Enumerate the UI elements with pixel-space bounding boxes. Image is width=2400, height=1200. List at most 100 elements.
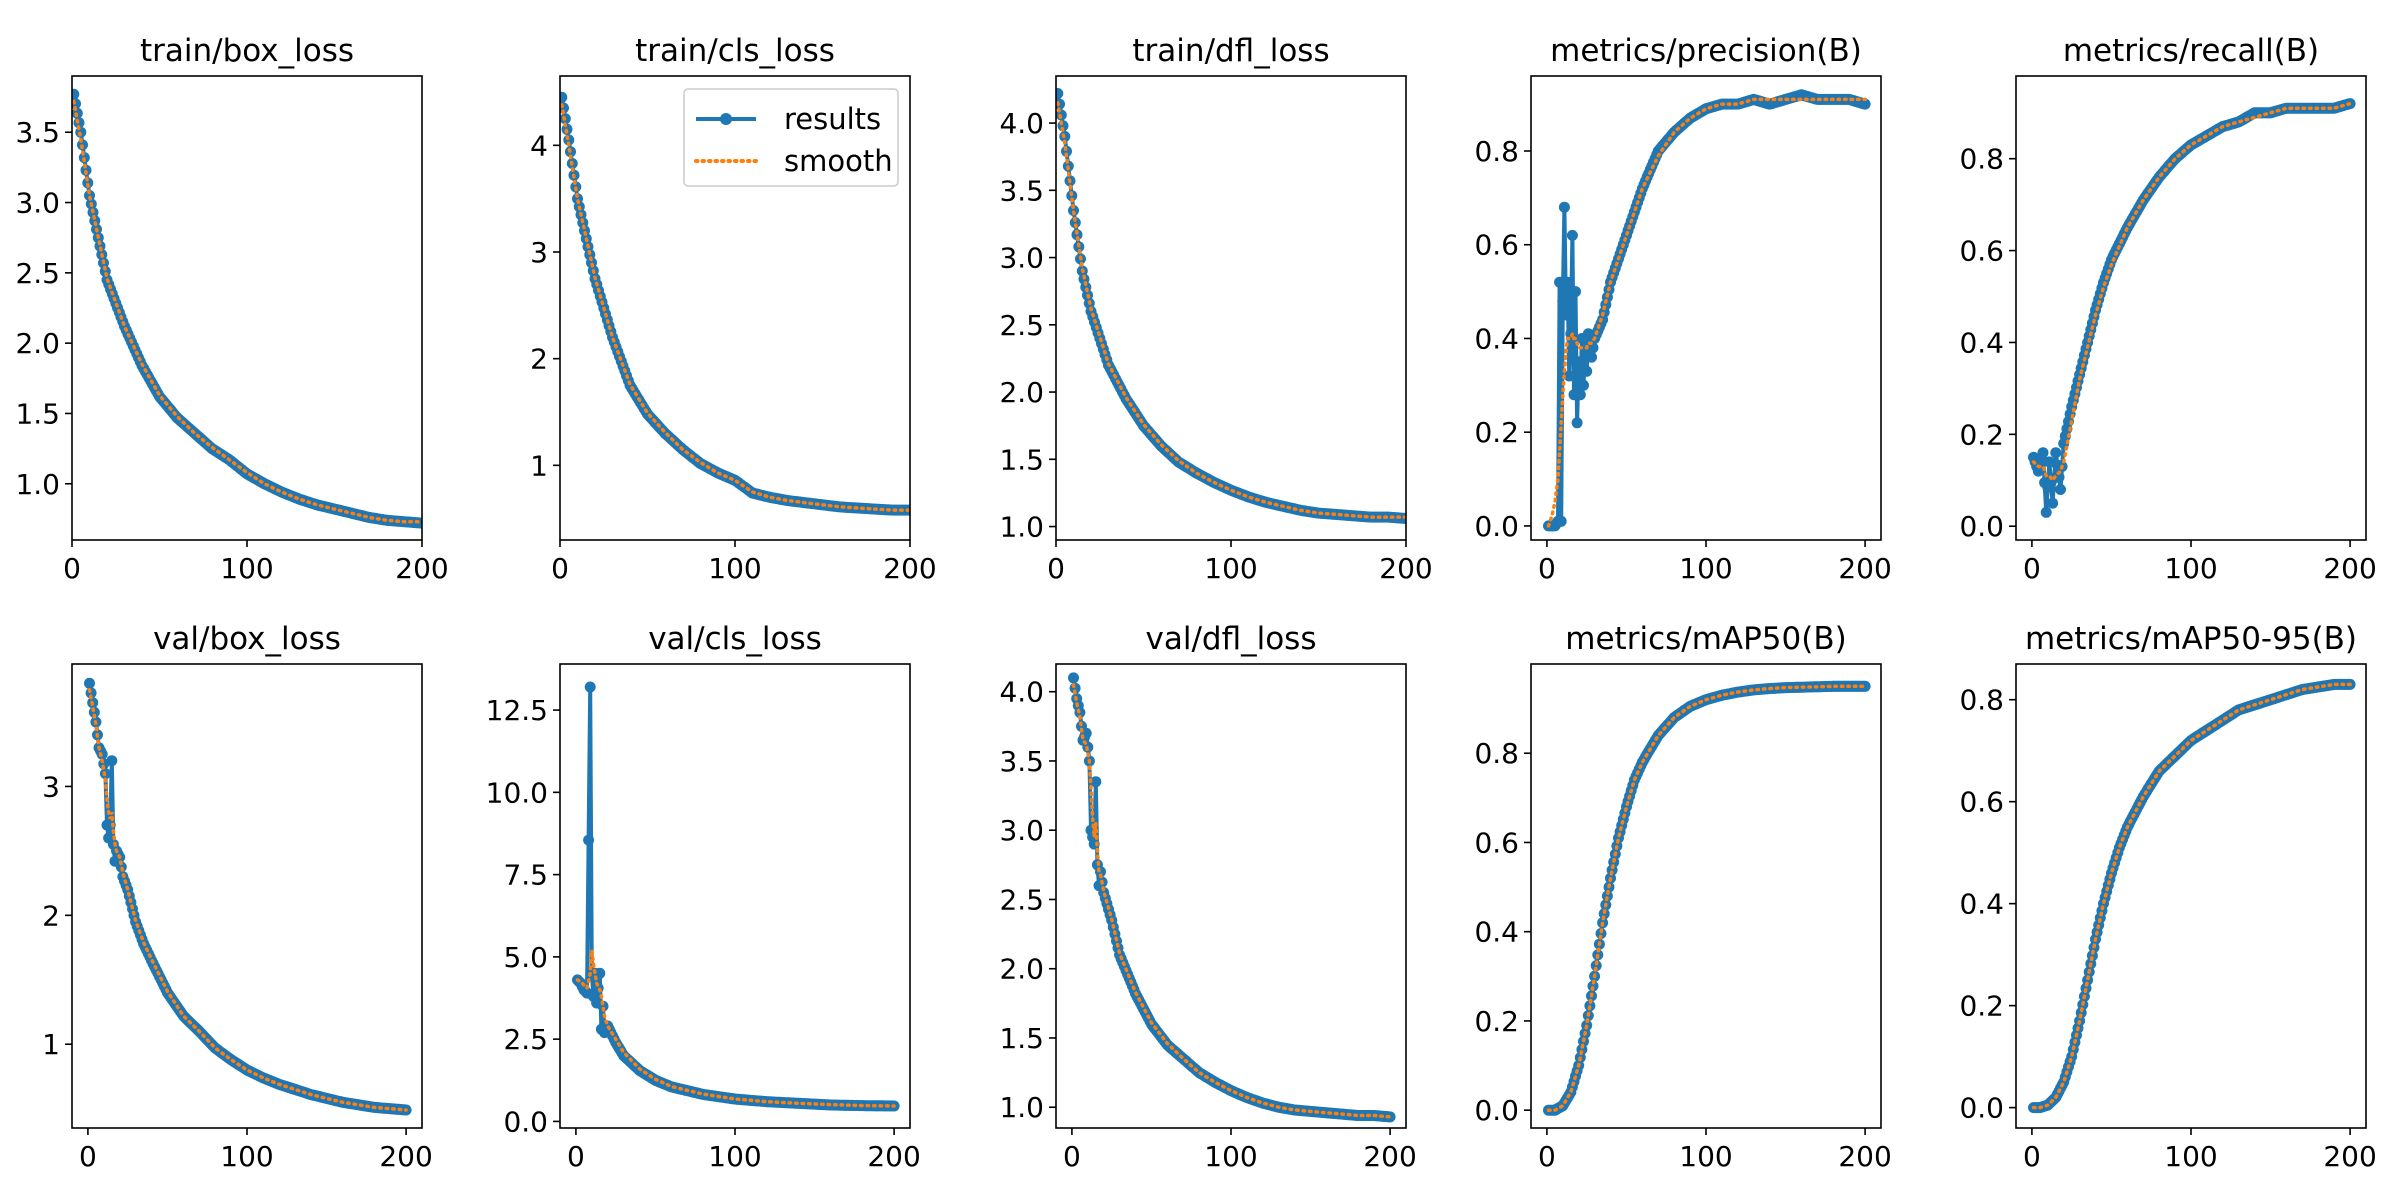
- subplot-title: val/box_loss: [153, 621, 341, 657]
- y-tick-label: 0.8: [1959, 143, 2004, 176]
- results-point: [72, 88, 80, 100]
- results-point: [89, 215, 101, 227]
- results-point: [2050, 447, 2062, 459]
- x-tick-label: 0: [1047, 552, 1065, 585]
- results-point: [2037, 447, 2049, 459]
- results-line: [2031, 101, 2351, 515]
- smooth-line: [560, 103, 910, 512]
- x-tick-label: 200: [1363, 1140, 1416, 1173]
- y-tick-label: 0.8: [1474, 737, 1519, 770]
- results-point: [1056, 88, 1064, 99]
- y-tick-label: 0.2: [1959, 990, 2004, 1023]
- results-point: [1570, 286, 1581, 298]
- y-tick-label: 3.5: [15, 116, 60, 149]
- x-tick-label: 100: [2164, 1140, 2217, 1173]
- x-tick-label: 0: [2023, 1140, 2041, 1173]
- results-point: [1581, 365, 1593, 377]
- results-point: [1573, 356, 1585, 368]
- smooth-line: [2031, 682, 2352, 1110]
- results-point: [1590, 960, 1602, 972]
- results-line: [72, 93, 422, 526]
- y-tick-label: 3.5: [999, 174, 1044, 207]
- smooth-line: [1071, 683, 1392, 1119]
- y-tick-label: 2.0: [999, 376, 1044, 409]
- results-point: [1859, 680, 1871, 692]
- results-point: [1560, 309, 1572, 321]
- results-line: [1548, 684, 1866, 1113]
- y-tick-label: 0.6: [1474, 826, 1519, 859]
- results-point: [1554, 276, 1566, 288]
- results-point: [1068, 672, 1079, 684]
- axes-frame: [1055, 75, 1407, 541]
- smooth-line: [1546, 97, 1867, 528]
- subplot-title: val/cls_loss: [648, 621, 822, 657]
- y-tick-label: 2.5: [999, 309, 1044, 342]
- subplot-title: metrics/precision(B): [1550, 33, 1862, 69]
- x-tick-label: 100: [220, 1140, 273, 1173]
- x-tick-label: 100: [1204, 552, 1257, 585]
- y-tick-label: 0.2: [1959, 418, 2004, 451]
- smooth-line: [1056, 101, 1406, 519]
- subplot-title: metrics/mAP50(B): [1565, 621, 1846, 657]
- results-point: [594, 967, 606, 979]
- smooth-line: [1546, 684, 1867, 1112]
- results-point: [1558, 201, 1570, 213]
- y-tick-label: 0.0: [1474, 510, 1519, 543]
- y-tick-label: 2: [42, 899, 60, 932]
- plot-area: [1543, 89, 1871, 532]
- results-line: [1056, 93, 1406, 521]
- y-tick-label: 0.6: [1959, 235, 2004, 268]
- x-tick-label: 100: [220, 552, 273, 585]
- plot-area: [2028, 98, 2356, 518]
- subplot-val-box-loss: val/box_loss 0 100 200 1 2 3: [42, 621, 433, 1173]
- x-tick-label: 200: [2323, 1140, 2376, 1173]
- results-point: [2053, 471, 2065, 483]
- results-point: [1563, 370, 1575, 382]
- subplot-title: train/box_loss: [140, 33, 354, 69]
- x-tick-label: 200: [1379, 552, 1432, 585]
- y-tick-label: 0.0: [1474, 1094, 1519, 1127]
- subplot-title: val/dfl_loss: [1146, 621, 1317, 657]
- y-tick-label: 0.0: [1959, 1092, 2004, 1125]
- results-point: [1595, 928, 1607, 939]
- subplot-metrics-recall-b: metrics/recall(B) 0 100 200 0.0 0.2 0.4 0.6 0.8: [1959, 33, 2376, 585]
- x-tick-label: 0: [63, 552, 81, 585]
- y-tick-label: 0.0: [503, 1105, 548, 1138]
- x-tick-label: 100: [1679, 1140, 1732, 1173]
- y-tick-label: 3.0: [15, 187, 60, 220]
- results-point: [1562, 276, 1574, 288]
- x-tick-label: 200: [395, 552, 448, 585]
- y-tick-label: 3.0: [999, 814, 1044, 847]
- y-tick-label: 0.4: [1959, 326, 2004, 359]
- y-tick-label: 3.0: [999, 242, 1044, 275]
- results-point: [2040, 506, 2052, 518]
- smooth-line: [575, 950, 896, 1108]
- x-tick-label: 0: [2023, 552, 2041, 585]
- y-tick-label: 1: [42, 1028, 60, 1061]
- smooth-line: [87, 688, 408, 1112]
- y-tick-label: 2.5: [503, 1023, 548, 1056]
- plot-area: [560, 91, 910, 516]
- results-line: [2033, 682, 2351, 1110]
- results-point: [94, 240, 106, 252]
- results-point: [1586, 351, 1597, 363]
- axes-frame: [559, 663, 911, 1129]
- results-point: [106, 755, 118, 767]
- y-tick-label: 2: [530, 343, 548, 376]
- x-tick-label: 0: [567, 1140, 585, 1173]
- results-point: [597, 1000, 609, 1012]
- y-tick-label: 3: [42, 770, 60, 803]
- y-tick-label: 0.0: [1959, 510, 2004, 543]
- y-tick-label: 0.8: [1959, 684, 2004, 717]
- y-tick-label: 7.5: [503, 859, 548, 892]
- subplot-title: metrics/mAP50-95(B): [2025, 621, 2357, 657]
- y-tick-label: 0.4: [1959, 888, 2004, 921]
- results-line: [576, 685, 895, 1108]
- plot-area: [72, 88, 422, 529]
- results-point: [84, 677, 95, 689]
- plot-area: [2028, 678, 2356, 1114]
- y-tick-label: 0.4: [1474, 322, 1519, 355]
- results-point: [1088, 838, 1100, 850]
- results-point: [1555, 515, 1567, 527]
- results-point: [560, 91, 568, 103]
